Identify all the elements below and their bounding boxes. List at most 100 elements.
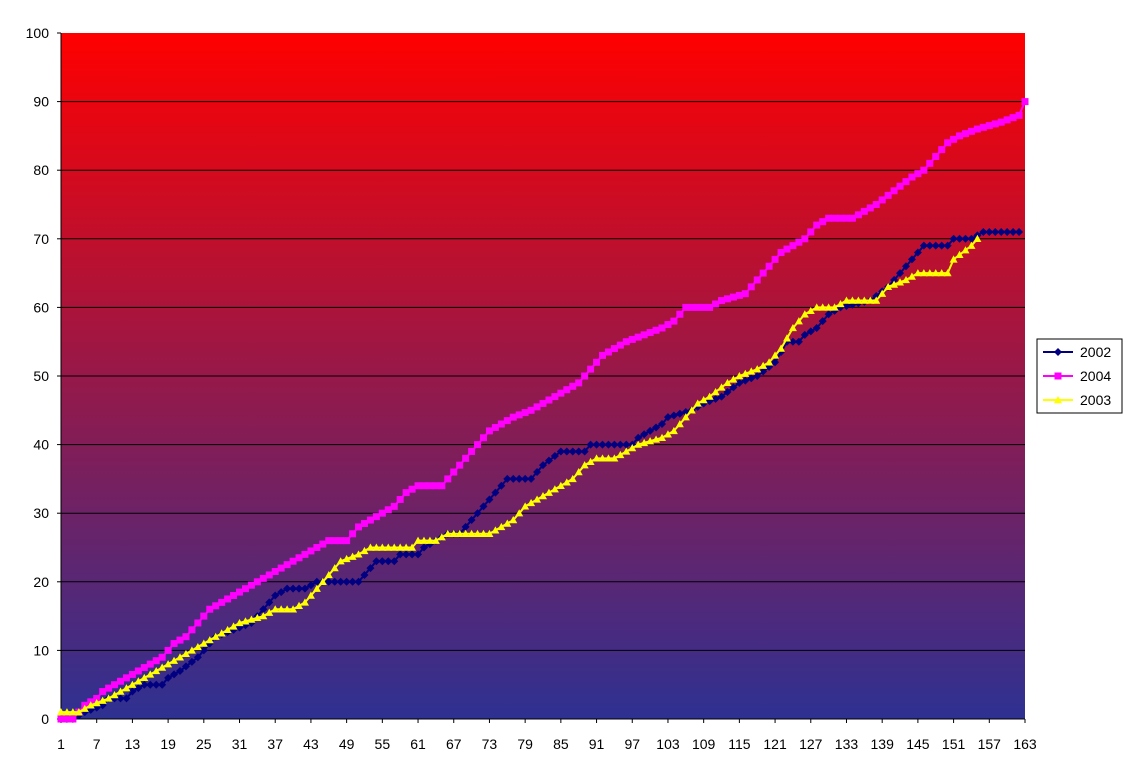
triangle-marker — [830, 303, 839, 311]
triangle-marker — [134, 677, 143, 685]
triangle-marker — [366, 543, 375, 551]
triangle-marker — [300, 598, 309, 606]
diamond-marker — [842, 302, 851, 311]
triangle-marker — [729, 375, 738, 383]
triangle-marker — [967, 241, 976, 249]
square-marker — [765, 262, 773, 270]
square-marker — [426, 482, 434, 490]
triangle-marker — [283, 605, 292, 613]
triangle-marker — [277, 605, 286, 613]
triangle-marker — [437, 533, 446, 541]
triangle-marker — [348, 552, 357, 560]
square-marker — [396, 495, 404, 503]
diamond-marker — [812, 323, 821, 332]
x-tick-label: 25 — [196, 736, 212, 752]
diamond-marker — [610, 440, 619, 449]
square-marker — [640, 331, 648, 339]
triangle-marker — [187, 646, 196, 654]
diamond-marker — [598, 440, 607, 449]
triangle-marker — [146, 670, 155, 678]
diamond-marker — [794, 337, 803, 346]
triangle-marker — [324, 570, 333, 579]
square-marker — [283, 561, 291, 569]
square-marker — [253, 578, 261, 586]
square-marker — [741, 290, 749, 298]
square-marker — [581, 372, 589, 380]
x-tick-label: 127 — [799, 736, 823, 752]
triangle-marker — [735, 372, 744, 380]
x-tick-label: 67 — [446, 736, 462, 752]
square-marker — [491, 423, 499, 431]
triangle-marker — [539, 492, 547, 500]
diamond-marker — [907, 255, 916, 264]
triangle-marker — [616, 450, 625, 459]
diamond-marker — [193, 653, 202, 662]
square-marker — [914, 170, 922, 178]
triangle-marker — [901, 275, 910, 284]
square-marker — [1054, 372, 1062, 380]
triangle-marker — [1054, 396, 1062, 404]
diamond-marker — [949, 234, 958, 243]
square-marker — [670, 317, 678, 325]
triangle-marker — [354, 550, 363, 558]
square-marker — [807, 228, 815, 236]
diamond-marker — [187, 657, 196, 666]
diamond-marker — [277, 588, 286, 597]
square-marker — [1021, 98, 1029, 106]
triangle-marker — [503, 519, 512, 527]
triangle-marker — [289, 605, 298, 613]
diamond-marker — [289, 584, 298, 593]
diamond-marker — [663, 413, 672, 422]
triangle-marker — [110, 690, 119, 699]
diamond-marker — [521, 474, 530, 483]
square-marker — [509, 413, 517, 421]
square-marker — [218, 598, 226, 606]
triangle-marker — [675, 420, 684, 428]
square-marker — [747, 283, 755, 291]
x-tick-label: 49 — [339, 736, 355, 752]
square-marker — [938, 146, 946, 154]
triangle-marker — [271, 605, 280, 613]
square-marker — [676, 310, 684, 318]
square-marker — [771, 255, 779, 263]
y-tick-label: 30 — [33, 505, 49, 521]
diamond-marker — [634, 433, 643, 442]
diamond-marker — [342, 577, 351, 586]
square-marker — [896, 182, 904, 190]
square-marker — [224, 595, 232, 603]
square-marker — [563, 386, 571, 394]
triangle-marker — [812, 303, 821, 311]
diamond-marker — [818, 317, 827, 326]
diamond-marker — [152, 680, 161, 689]
diamond-marker — [729, 383, 738, 392]
square-marker — [718, 297, 726, 305]
square-marker — [729, 293, 737, 301]
y-tick-label: 100 — [26, 25, 50, 41]
y-tick-label: 40 — [33, 437, 49, 453]
diamond-marker — [408, 550, 417, 559]
square-marker — [1003, 116, 1011, 124]
diamond-marker — [378, 557, 387, 566]
x-tick-label: 157 — [978, 736, 1002, 752]
square-marker — [515, 411, 523, 419]
square-marker — [420, 482, 428, 490]
square-marker — [408, 485, 416, 493]
diamond-marker — [735, 378, 744, 387]
triangle-marker — [687, 406, 696, 414]
diamond-marker — [390, 557, 399, 566]
square-marker — [837, 214, 845, 222]
square-marker — [950, 135, 958, 143]
diamond-marker — [419, 543, 428, 552]
triangle-marker — [521, 502, 530, 510]
triangle-marker — [455, 529, 464, 537]
diamond-marker — [348, 577, 357, 586]
triangle-marker — [878, 289, 887, 297]
triangle-marker — [574, 468, 583, 476]
triangle-marker — [533, 495, 542, 503]
square-marker — [545, 396, 553, 404]
square-marker — [878, 196, 886, 204]
triangle-marker — [443, 529, 452, 537]
triangle-marker — [384, 543, 393, 551]
square-marker — [842, 214, 850, 222]
x-tick-label: 103 — [656, 736, 680, 752]
